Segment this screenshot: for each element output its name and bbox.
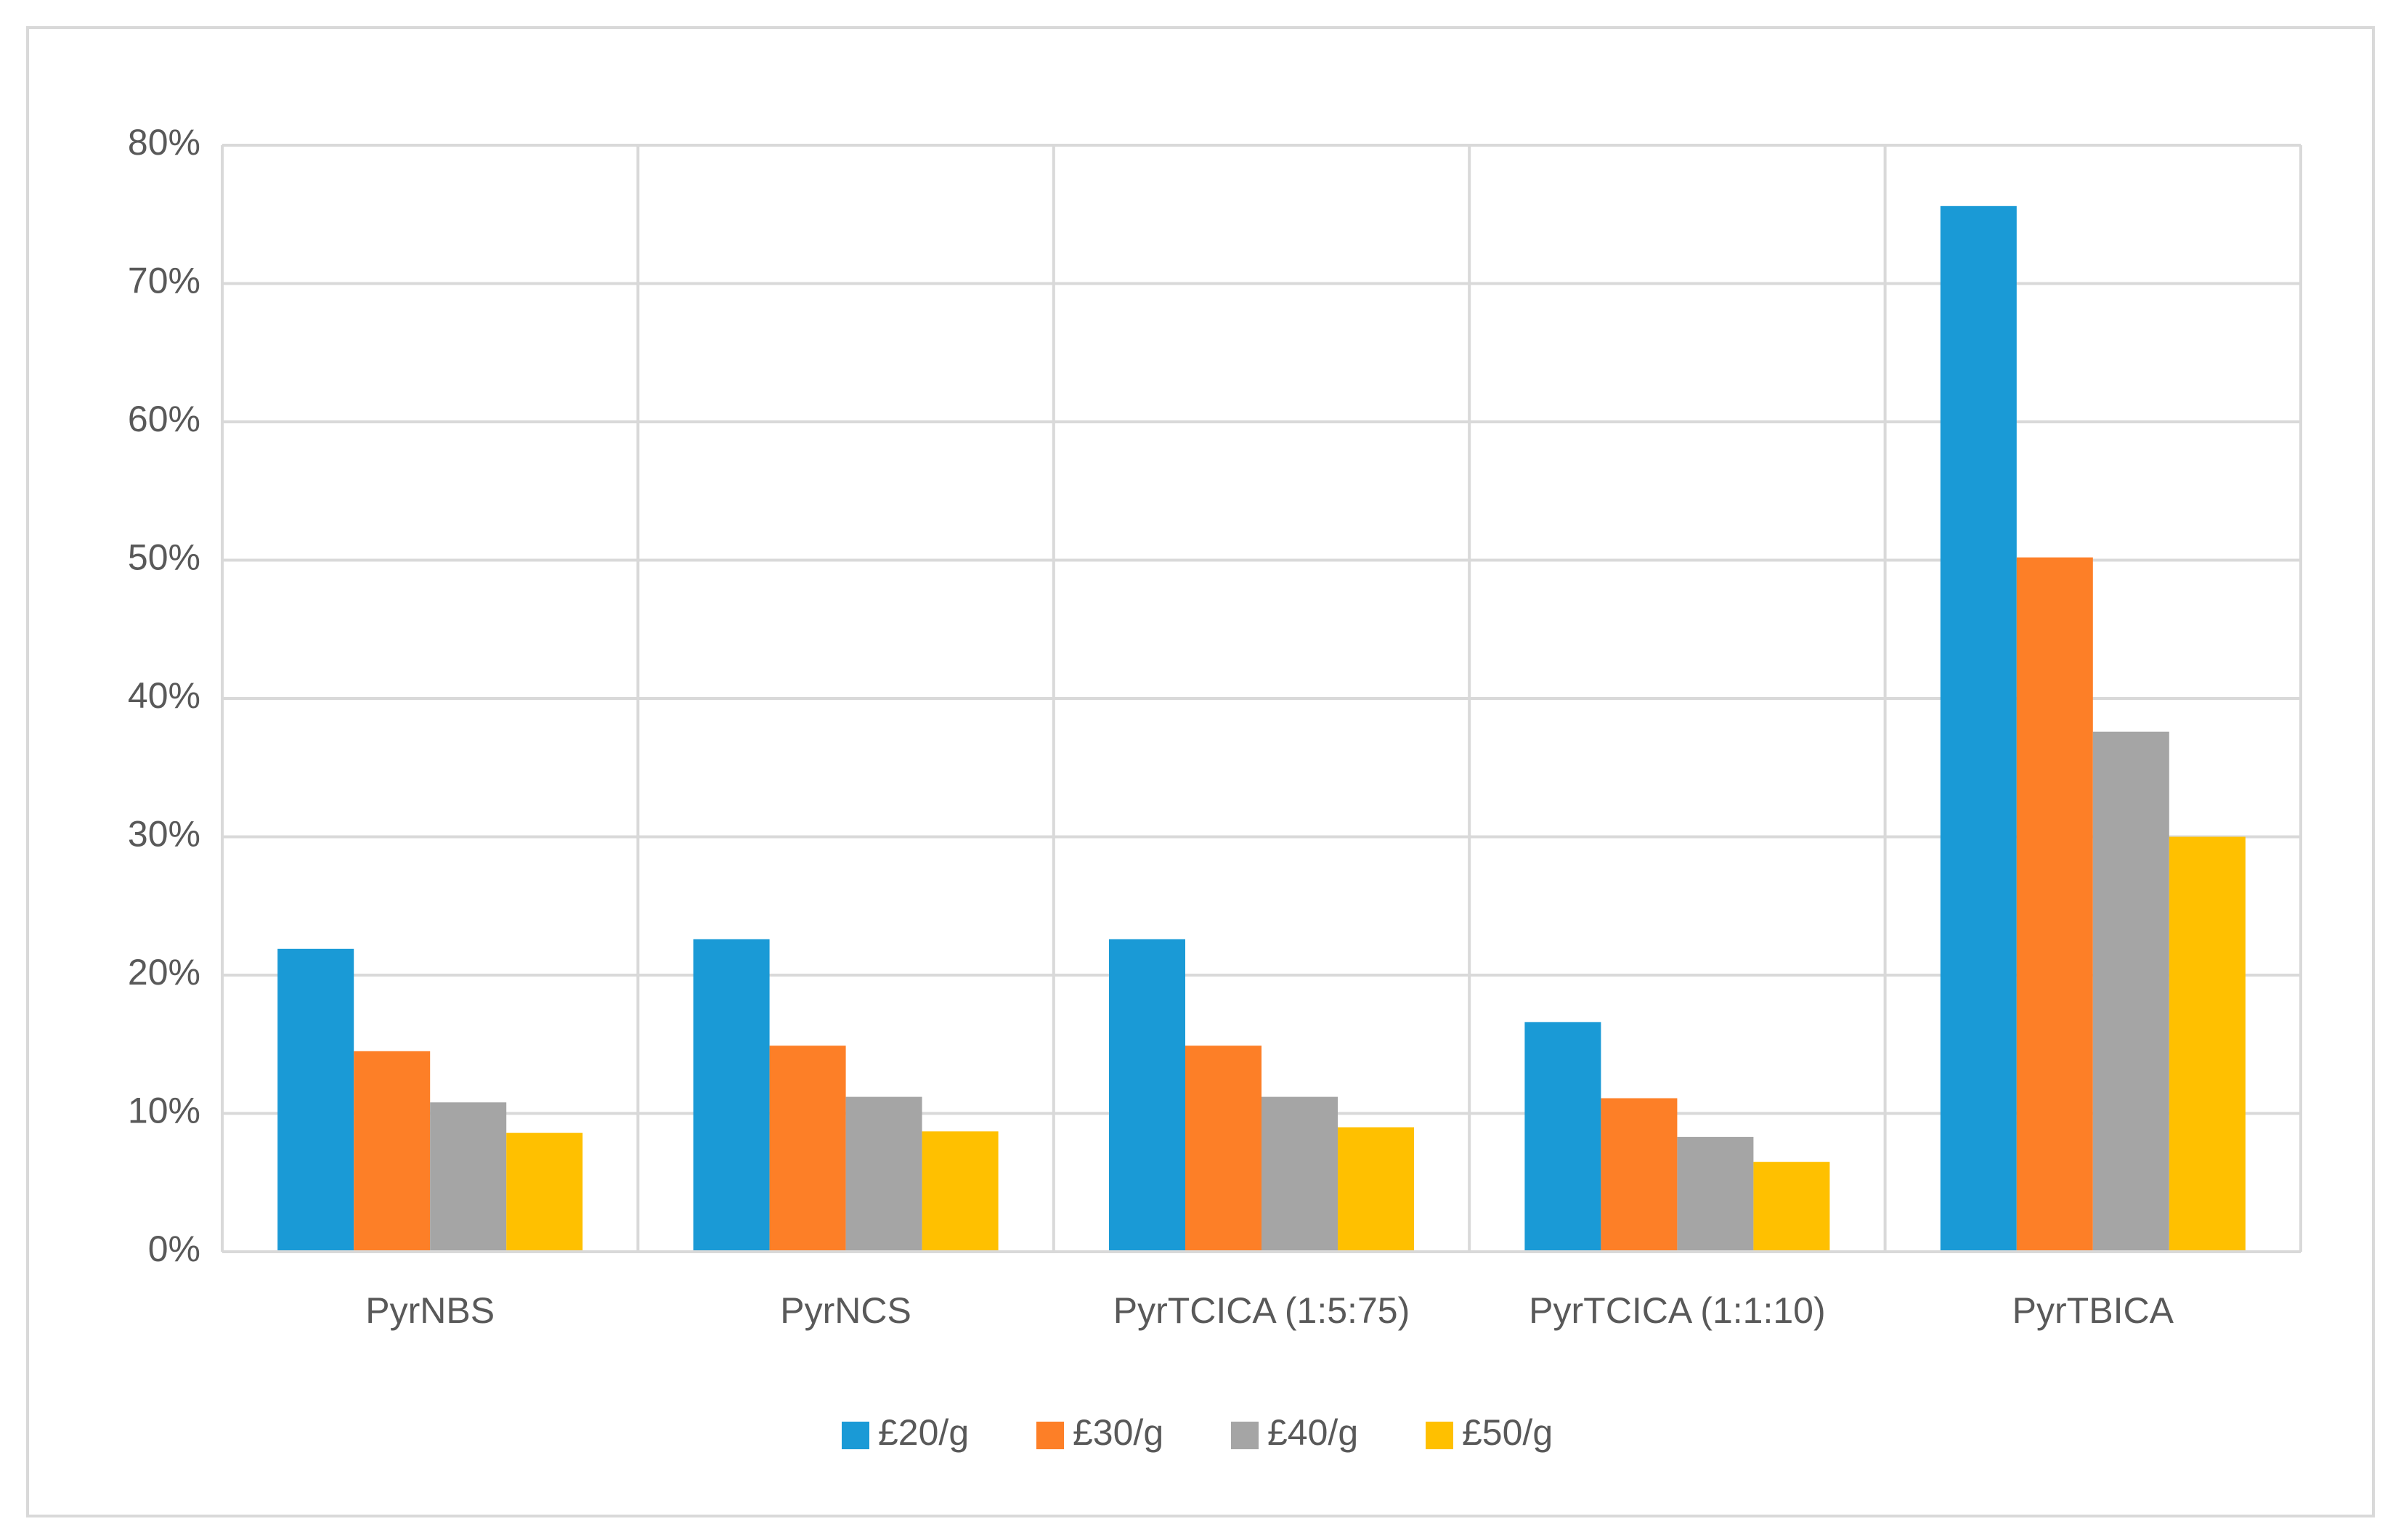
x-tick-label: PyrNBS (365, 1290, 495, 1331)
bar (1109, 939, 1185, 1252)
y-tick-label: 60% (128, 399, 200, 439)
bar (277, 948, 354, 1252)
y-tick-label: 40% (128, 675, 200, 716)
legend-label: £20/g (878, 1412, 969, 1453)
bar (1601, 1098, 1678, 1252)
y-tick-label: 10% (128, 1091, 200, 1131)
bar (693, 939, 770, 1252)
bar (1524, 1022, 1601, 1252)
bar (922, 1131, 999, 1252)
bar (2016, 557, 2093, 1252)
y-tick-label: 20% (128, 952, 200, 993)
legend-swatch (1426, 1422, 1453, 1449)
bar (1185, 1046, 1262, 1252)
y-tick-label: 70% (128, 261, 200, 301)
bar (1940, 205, 2017, 1252)
legend-label: £40/g (1267, 1412, 1358, 1453)
bar (430, 1102, 507, 1252)
y-tick-label: 30% (128, 814, 200, 855)
bar (769, 1046, 846, 1252)
bar (2092, 731, 2169, 1252)
x-tick-label: PyrTCICA (1:1:10) (1529, 1290, 1825, 1331)
x-tick-label: PyrTCICA (1:5:75) (1113, 1290, 1410, 1331)
bar (1677, 1136, 1754, 1252)
legend-swatch (1036, 1422, 1064, 1449)
legend-label: £30/g (1073, 1412, 1163, 1453)
bar (1753, 1162, 1830, 1252)
x-tick-label: PyrTBICA (2012, 1290, 2174, 1331)
legend-label: £50/g (1462, 1412, 1553, 1453)
bar (1262, 1096, 1338, 1252)
bar (2169, 836, 2246, 1252)
bar (354, 1051, 431, 1252)
x-tick-label: PyrNCS (780, 1290, 911, 1331)
legend-swatch (842, 1422, 869, 1449)
bar (506, 1133, 583, 1252)
legend-swatch (1231, 1422, 1259, 1449)
y-tick-label: 50% (128, 537, 200, 578)
bar (845, 1096, 922, 1252)
bar (1338, 1127, 1414, 1252)
y-tick-label: 0% (148, 1229, 200, 1269)
y-tick-label: 80% (128, 122, 200, 163)
